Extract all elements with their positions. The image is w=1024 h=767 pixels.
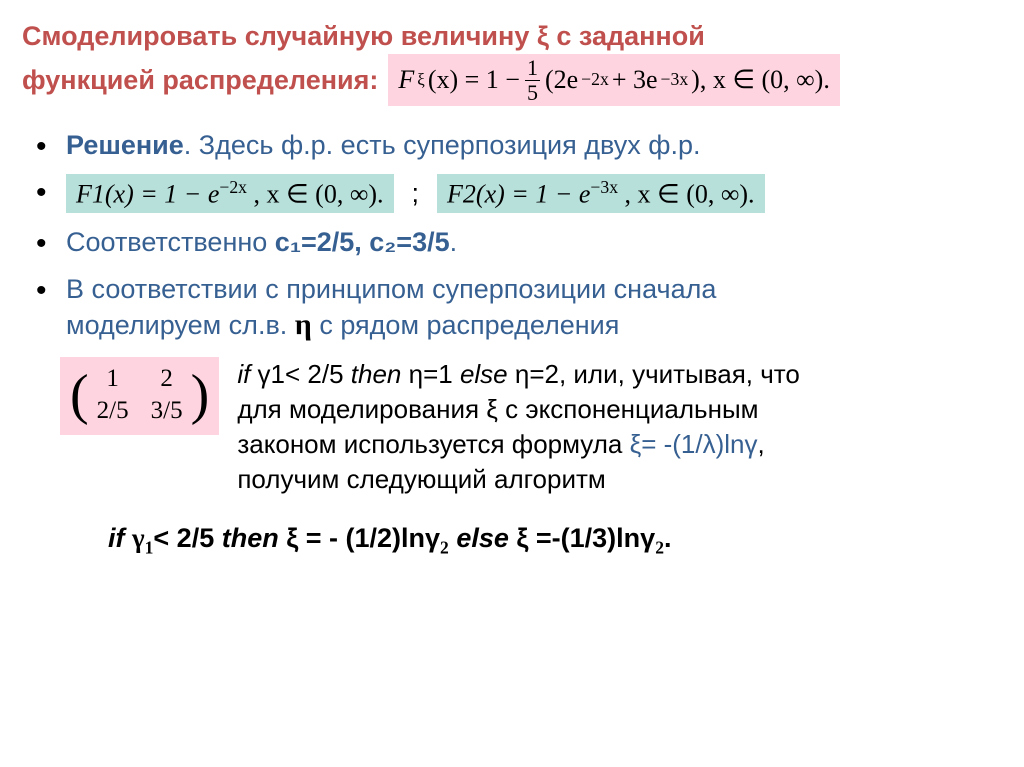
matrix-row: ( 12 2/53/5 ) if γ1< 2/5 then η=1 else η… — [60, 357, 996, 497]
sup-line2b: с рядом распределения — [312, 310, 620, 340]
bullet-solution: Решение. Здесь ф.р. есть суперпозиция дв… — [32, 128, 996, 163]
separator: ; — [412, 176, 420, 211]
final-algorithm: if γ1< 2/5 then ξ = - (1/2)lnγ2 else ξ =… — [108, 521, 996, 559]
side-explanation: if γ1< 2/5 then η=1 else η=2, или, учиты… — [237, 357, 800, 497]
m-r2c2: 3/5 — [149, 395, 185, 427]
sup-line2a: моделируем сл.в. — [66, 310, 295, 340]
bullet-formulas: F1(x) = 1 − e−2x , x ∈ (0, ∞). ; F2(x) =… — [32, 174, 996, 213]
m-r1c1: 1 — [95, 363, 131, 395]
coef-values: с₁=2/5, с₂=3/5 — [275, 227, 450, 257]
page-title: Смоделировать случайную величину ξ с зад… — [22, 18, 996, 106]
m-r2c1: 2/5 — [95, 395, 131, 427]
formula-f2: F2(x) = 1 − e−3x , x ∈ (0, ∞). — [437, 174, 765, 213]
solution-label: Решение — [66, 130, 184, 160]
solution-tail: . Здесь ф.р. есть суперпозиция двух ф.р. — [184, 130, 701, 160]
title-line1: Смоделировать случайную величину ξ с зад… — [22, 21, 705, 51]
formula-main: Fξ(x) = 1 − 15 (2e−2x + 3e−3x), x ∈ (0, … — [388, 54, 839, 105]
bullet-list: Решение. Здесь ф.р. есть суперпозиция дв… — [22, 128, 996, 345]
coef-post: . — [450, 227, 458, 257]
title-line2: функцией распределения: — [22, 62, 378, 98]
sup-line1: В соответствии с принципом суперпозиции … — [66, 274, 716, 304]
eta-symbol: η — [295, 308, 312, 341]
bullet-coefficients: Соответственно с₁=2/5, с₂=3/5. — [32, 225, 996, 260]
formula-f1: F1(x) = 1 − e−2x , x ∈ (0, ∞). — [66, 174, 394, 213]
distribution-matrix: ( 12 2/53/5 ) — [60, 357, 219, 435]
m-r1c2: 2 — [149, 363, 185, 395]
coef-pre: Соответственно — [66, 227, 275, 257]
bullet-superposition: В соответствии с принципом суперпозиции … — [32, 272, 996, 345]
